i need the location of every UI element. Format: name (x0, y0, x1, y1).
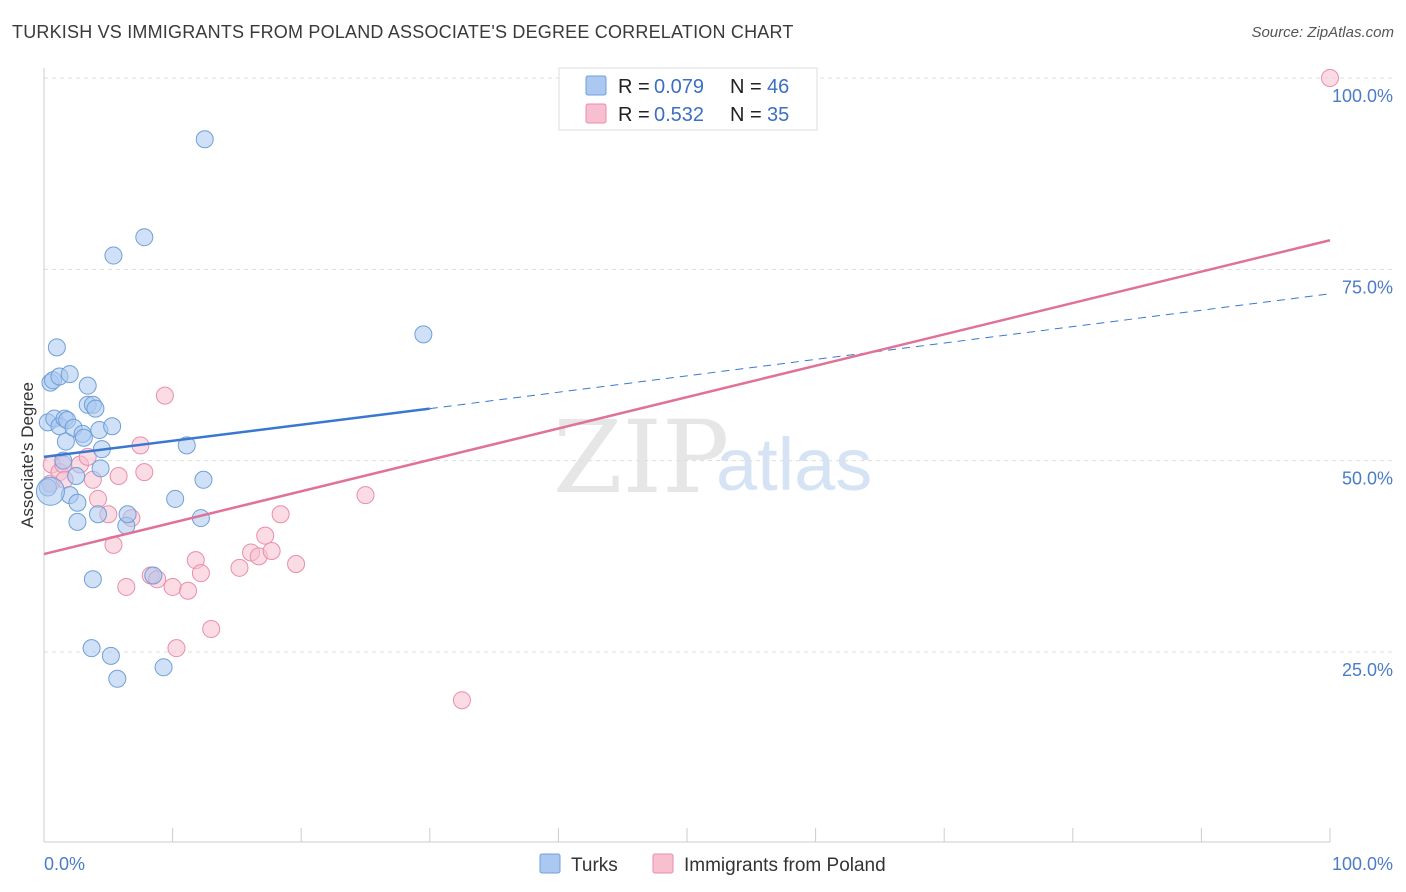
point-turks-42 (194, 470, 213, 489)
series-poland-points (41, 69, 1339, 710)
point-turks-17 (68, 493, 87, 512)
legend-r-label-turks: R = (618, 76, 650, 98)
point-turks-36 (135, 228, 154, 247)
point-turks-44 (414, 325, 433, 344)
point-turks-20 (78, 376, 97, 395)
trend-lines (43, 239, 1331, 556)
point-turks-38 (154, 658, 173, 677)
point-poland-25 (230, 558, 249, 577)
watermark-zip: ZIP (553, 399, 729, 516)
point-turks-5 (47, 338, 66, 357)
point-turks-35 (118, 505, 137, 524)
point-poland-23 (191, 564, 210, 583)
y-axis-title: Associate's Degree (18, 382, 37, 528)
bottom-legend-poland: Immigrants from Poland (684, 855, 886, 876)
point-turks-23 (83, 570, 102, 589)
x-tick-label-1: 100.0% (1332, 854, 1393, 874)
trendline-poland (43, 239, 1331, 556)
bottom-legend-swatch-poland (652, 853, 674, 874)
point-poland-24 (202, 620, 221, 639)
point-turks-8 (54, 451, 73, 470)
legend: R = 0.079 N = 46 R = 0.532 N = 35 (558, 67, 818, 131)
watermark-atlas: atlas (716, 423, 872, 506)
point-turks-45 (35, 476, 65, 506)
chart-title: TURKISH VS IMMIGRANTS FROM POLAND ASSOCI… (12, 22, 794, 42)
point-turks-28 (91, 459, 110, 478)
legend-swatch-poland (585, 103, 607, 124)
legend-n-value-poland: 35 (767, 104, 789, 126)
legend-r-value-turks: 0.079 (654, 76, 704, 98)
point-poland-29 (262, 541, 281, 560)
point-turks-25 (86, 399, 105, 418)
point-turks-32 (104, 246, 123, 265)
point-poland-31 (287, 554, 306, 573)
point-turks-16 (68, 512, 87, 531)
bottom-legend: Turks Immigrants from Poland (539, 853, 886, 876)
legend-r-value-poland: 0.532 (654, 104, 704, 126)
legend-n-label-poland: N = (730, 104, 762, 126)
y-tick-label-3: 100.0% (1332, 86, 1393, 106)
point-turks-26 (89, 505, 108, 524)
point-poland-33 (452, 691, 471, 710)
point-poland-28 (256, 526, 275, 545)
point-poland-19 (163, 577, 182, 596)
point-poland-20 (167, 639, 186, 658)
bottom-legend-turks: Turks (571, 855, 618, 876)
point-turks-24 (82, 639, 101, 658)
point-turks-37 (144, 566, 163, 585)
legend-n-value-turks: 46 (767, 76, 789, 98)
legend-r-label-poland: R = (618, 104, 650, 126)
point-poland-12 (117, 577, 136, 596)
y-tick-labels: 25.0% 50.0% 75.0% 100.0% (1332, 86, 1393, 680)
point-poland-18 (155, 386, 174, 405)
point-turks-33 (108, 669, 127, 688)
point-turks-30 (101, 646, 120, 665)
legend-n-label-turks: N = (730, 76, 762, 98)
y-tick-label-1: 50.0% (1342, 469, 1393, 489)
legend-swatch-turks (585, 75, 607, 96)
point-poland-34 (1321, 69, 1339, 87)
point-poland-15 (135, 463, 154, 482)
series-turks-points (35, 130, 433, 688)
y-tick-label-0: 25.0% (1342, 660, 1393, 680)
trendline-turks (43, 407, 430, 459)
point-turks-31 (103, 417, 122, 436)
point-poland-11 (109, 466, 128, 485)
bottom-legend-swatch-turks (539, 853, 561, 874)
point-turks-15 (67, 466, 86, 485)
y-tick-label-2: 75.0% (1342, 277, 1393, 297)
x-ticks (43, 828, 1331, 842)
source-label: Source: ZipAtlas.com (1251, 24, 1394, 41)
point-turks-10 (56, 432, 75, 451)
x-tick-labels: 0.0% 100.0% (44, 854, 1393, 874)
point-poland-21 (179, 581, 198, 600)
point-poland-32 (356, 486, 375, 505)
point-turks-43 (195, 130, 214, 149)
point-poland-30 (271, 505, 290, 524)
point-turks-13 (60, 365, 79, 384)
x-tick-label-0: 0.0% (44, 854, 85, 874)
point-turks-40 (177, 436, 196, 455)
point-turks-19 (74, 428, 93, 447)
point-poland-8 (89, 489, 108, 508)
point-turks-39 (166, 489, 185, 508)
